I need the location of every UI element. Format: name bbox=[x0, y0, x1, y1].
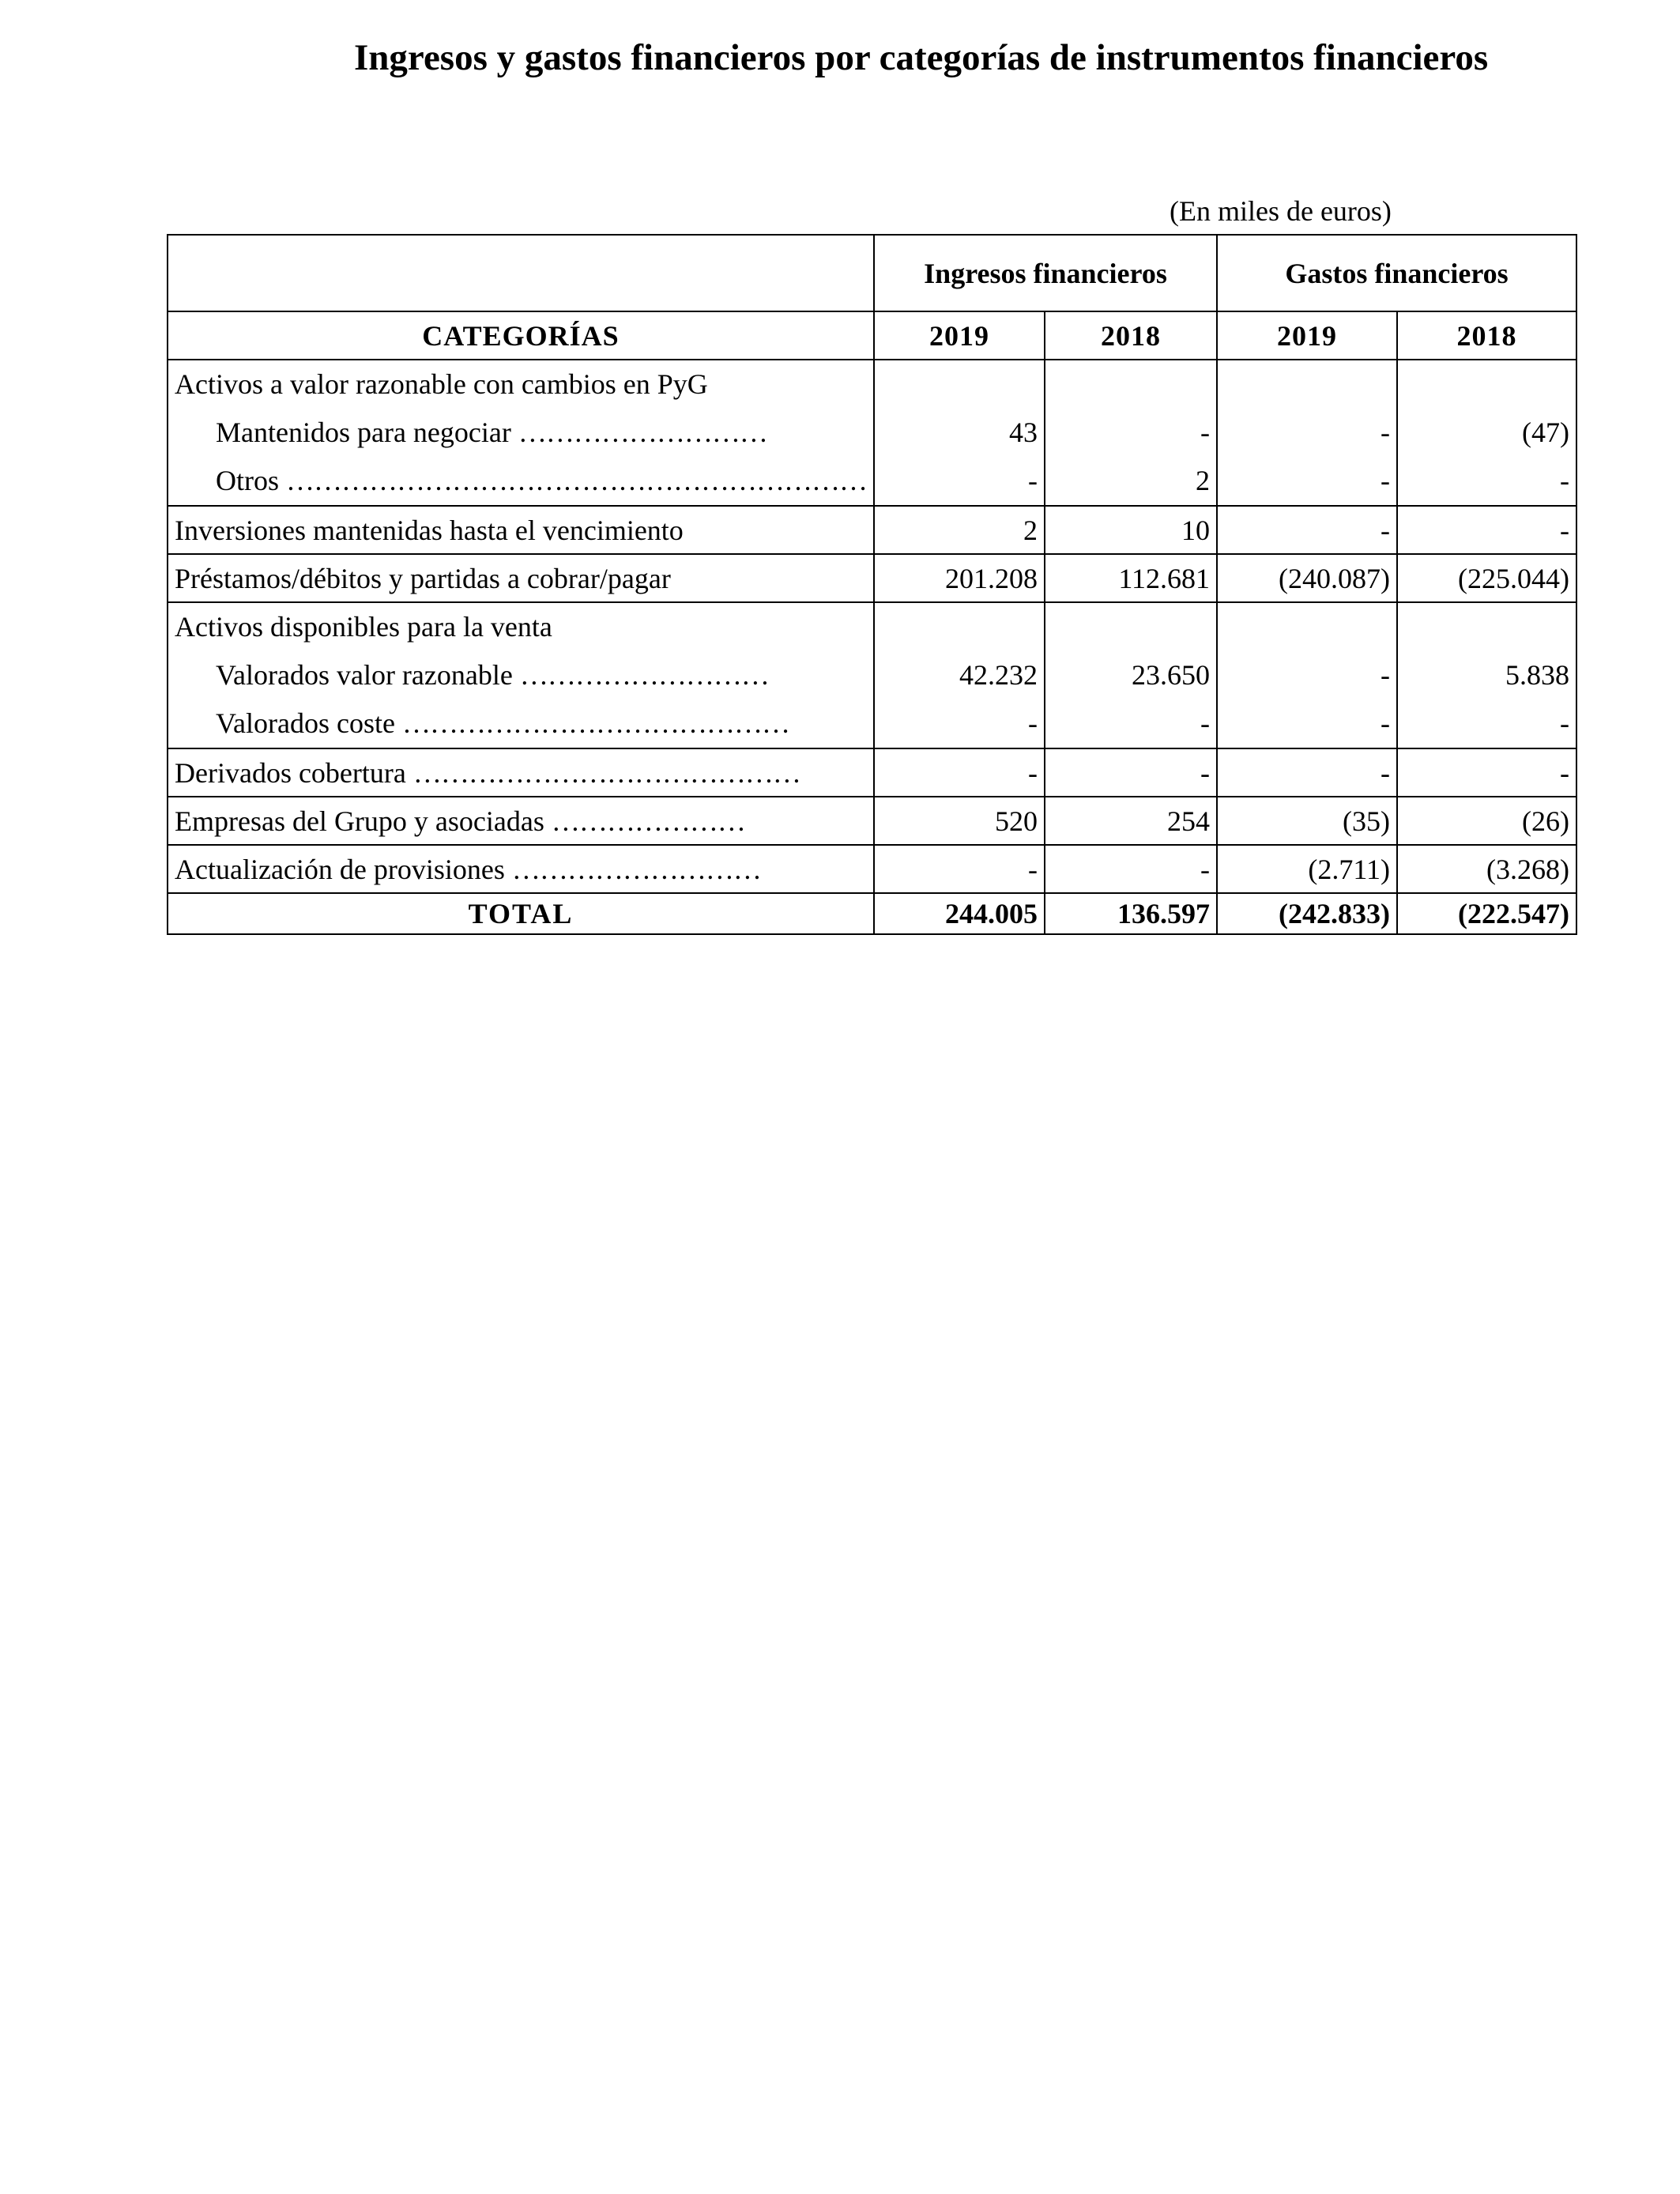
value-cell: - bbox=[1396, 505, 1577, 555]
category-label: Derivados cobertura bbox=[175, 756, 406, 789]
value: - bbox=[1560, 465, 1569, 496]
value-cell: - bbox=[873, 748, 1045, 797]
total-label: TOTAL bbox=[167, 892, 875, 935]
table-row: Activos a valor razonable con cambios en… bbox=[167, 359, 1577, 507]
value: 42.232 bbox=[959, 659, 1038, 691]
category-cell: Actualización de provisiones ……………………… bbox=[167, 844, 875, 894]
value-cell: 2 bbox=[873, 505, 1045, 555]
value-cell: - bbox=[1216, 748, 1398, 797]
empty-header-cell bbox=[167, 234, 875, 312]
value-cell: (225.044) bbox=[1396, 553, 1577, 603]
table-row: Activos disponibles para la venta Valorad… bbox=[167, 601, 1577, 749]
group-label: Activos a valor razonable con cambios en… bbox=[175, 368, 708, 400]
year-header: 2019 bbox=[1216, 311, 1398, 360]
group-header-row: Ingresos financieros Gastos financieros bbox=[167, 234, 1577, 312]
year-header-row: CATEGORÍAS 2019 2018 2019 2018 bbox=[167, 311, 1577, 360]
subrow-label-text: Valorados coste bbox=[216, 707, 395, 739]
value: - bbox=[1381, 465, 1390, 496]
value-cell: 201.208 bbox=[873, 553, 1045, 603]
value: - bbox=[1200, 707, 1210, 739]
value-cell: - bbox=[873, 844, 1045, 894]
year-header: 2019 bbox=[873, 311, 1045, 360]
value: (47) bbox=[1522, 417, 1569, 448]
value-cell: - bbox=[1044, 748, 1218, 797]
value: 5.838 bbox=[1505, 659, 1569, 691]
category-cell: Inversiones mantenidas hasta el vencimie… bbox=[167, 505, 875, 555]
subrow-label-text: Mantenidos para negociar bbox=[216, 417, 511, 448]
total-value: (242.833) bbox=[1216, 892, 1398, 935]
value: 2 bbox=[1196, 465, 1210, 496]
subrow-label-text: Valorados valor razonable bbox=[216, 659, 513, 691]
financial-table: Ingresos financieros Gastos financieros … bbox=[167, 234, 1577, 935]
value-cell: (35) bbox=[1216, 796, 1398, 846]
page-title: Ingresos y gastos financieros por catego… bbox=[354, 37, 1489, 78]
value-cell: 5.838 - bbox=[1396, 601, 1577, 749]
leader-dots: ……………………… bbox=[519, 659, 770, 691]
gastos-header: Gastos financieros bbox=[1216, 234, 1577, 312]
subrow-label: Otros ……………………………………………………… bbox=[175, 457, 868, 505]
value-cell: (240.087) bbox=[1216, 553, 1398, 603]
value: - bbox=[1381, 417, 1390, 448]
categories-header: CATEGORÍAS bbox=[167, 311, 875, 360]
leader-dots: ……………………… bbox=[511, 853, 762, 885]
subrow-label: Mantenidos para negociar ……………………… bbox=[175, 409, 867, 457]
value: 43 bbox=[1009, 417, 1038, 448]
year-header: 2018 bbox=[1044, 311, 1218, 360]
value: - bbox=[1381, 707, 1390, 739]
value: - bbox=[1200, 417, 1210, 448]
total-row: TOTAL 244.005 136.597 (242.833) (222.547) bbox=[167, 892, 1577, 935]
category-label: Inversiones mantenidas hasta el vencimie… bbox=[175, 514, 684, 546]
value-cell: 43 - bbox=[873, 359, 1045, 507]
value: - bbox=[1028, 465, 1038, 496]
category-label: Empresas del Grupo y asociadas bbox=[175, 805, 544, 837]
value-cell: -2 bbox=[1044, 359, 1218, 507]
table-row: Derivados cobertura …………………………………… - - - - bbox=[167, 748, 1577, 797]
value-cell: - bbox=[1044, 844, 1218, 894]
subrow-label: Valorados valor razonable ……………………… bbox=[175, 651, 867, 699]
value-cell: -- bbox=[1216, 359, 1398, 507]
value-cell: 520 bbox=[873, 796, 1045, 846]
year-header: 2018 bbox=[1396, 311, 1577, 360]
leader-dots: ……………………… bbox=[518, 417, 768, 448]
category-cell: Empresas del Grupo y asociadas ………………… bbox=[167, 796, 875, 846]
total-value: 244.005 bbox=[873, 892, 1045, 935]
table-row: Empresas del Grupo y asociadas ………………… 52… bbox=[167, 796, 1577, 846]
value-cell: -- bbox=[1216, 601, 1398, 749]
total-value: (222.547) bbox=[1396, 892, 1577, 935]
value: - bbox=[1381, 659, 1390, 691]
value-cell: (2.711) bbox=[1216, 844, 1398, 894]
units-note: (En miles de euros) bbox=[1170, 195, 1392, 227]
ingresos-header: Ingresos financieros bbox=[873, 234, 1218, 312]
total-value: 136.597 bbox=[1044, 892, 1218, 935]
value-cell: (3.268) bbox=[1396, 844, 1577, 894]
leader-dots: …………………………………… bbox=[401, 707, 790, 739]
value: - bbox=[1028, 707, 1038, 739]
value-cell: 10 bbox=[1044, 505, 1218, 555]
leader-dots: ………………… bbox=[551, 805, 746, 837]
value: 23.650 bbox=[1132, 659, 1210, 691]
category-label: Actualización de provisiones bbox=[175, 853, 505, 885]
value-cell: 254 bbox=[1044, 796, 1218, 846]
category-cell: Derivados cobertura …………………………………… bbox=[167, 748, 875, 797]
value-cell: (26) bbox=[1396, 796, 1577, 846]
subrow-label: Valorados coste …………………………………… bbox=[175, 699, 867, 748]
value-cell: 42.232 - bbox=[873, 601, 1045, 749]
category-cell: Activos a valor razonable con cambios en… bbox=[167, 359, 875, 507]
value-cell: - bbox=[1396, 748, 1577, 797]
category-cell: Activos disponibles para la venta Valorad… bbox=[167, 601, 875, 749]
category-cell: Préstamos/débitos y partidas a cobrar/pa… bbox=[167, 553, 875, 603]
leader-dots: …………………………………… bbox=[412, 756, 801, 789]
value-cell: - bbox=[1216, 505, 1398, 555]
value-cell: (47) - bbox=[1396, 359, 1577, 507]
table-row: Actualización de provisiones ……………………… - -… bbox=[167, 844, 1577, 894]
category-label: Préstamos/débitos y partidas a cobrar/pa… bbox=[175, 562, 671, 594]
table-row: Inversiones mantenidas hasta el vencimie… bbox=[167, 505, 1577, 555]
table-row: Préstamos/débitos y partidas a cobrar/pa… bbox=[167, 553, 1577, 603]
subrow-label-text: Otros bbox=[216, 465, 279, 496]
value-cell: 112.681 bbox=[1044, 553, 1218, 603]
group-label: Activos disponibles para la venta bbox=[175, 611, 552, 643]
value: - bbox=[1560, 707, 1569, 739]
leader-dots: ……………………………………………………… bbox=[286, 465, 868, 496]
value-cell: 23.650 - bbox=[1044, 601, 1218, 749]
